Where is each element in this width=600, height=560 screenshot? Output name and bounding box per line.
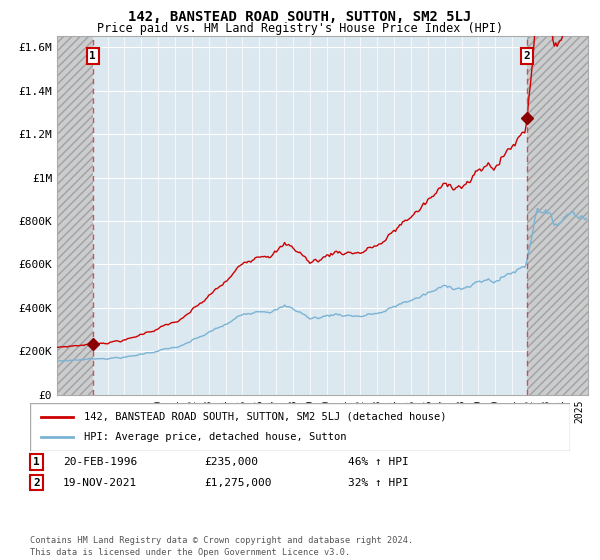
Bar (57, 36, 93, 395)
Text: 46% ↑ HPI: 46% ↑ HPI (348, 457, 409, 467)
Text: Price paid vs. HM Land Registry's House Price Index (HPI): Price paid vs. HM Land Registry's House … (97, 22, 503, 35)
Text: £235,000: £235,000 (204, 457, 258, 467)
Text: 2: 2 (33, 478, 40, 488)
Text: 20-FEB-1996: 20-FEB-1996 (63, 457, 137, 467)
Text: 19-NOV-2021: 19-NOV-2021 (63, 478, 137, 488)
FancyBboxPatch shape (30, 403, 570, 451)
Text: £1,275,000: £1,275,000 (204, 478, 271, 488)
Text: 2: 2 (524, 51, 530, 60)
Text: 1: 1 (33, 457, 40, 467)
Text: 142, BANSTEAD ROAD SOUTH, SUTTON, SM2 5LJ: 142, BANSTEAD ROAD SOUTH, SUTTON, SM2 5L… (128, 10, 472, 24)
Text: 32% ↑ HPI: 32% ↑ HPI (348, 478, 409, 488)
Text: 1: 1 (89, 51, 96, 60)
Text: 142, BANSTEAD ROAD SOUTH, SUTTON, SM2 5LJ (detached house): 142, BANSTEAD ROAD SOUTH, SUTTON, SM2 5L… (84, 412, 446, 422)
Text: Contains HM Land Registry data © Crown copyright and database right 2024.
This d: Contains HM Land Registry data © Crown c… (30, 536, 413, 557)
Text: HPI: Average price, detached house, Sutton: HPI: Average price, detached house, Sutt… (84, 432, 347, 442)
Bar (527, 36, 588, 395)
